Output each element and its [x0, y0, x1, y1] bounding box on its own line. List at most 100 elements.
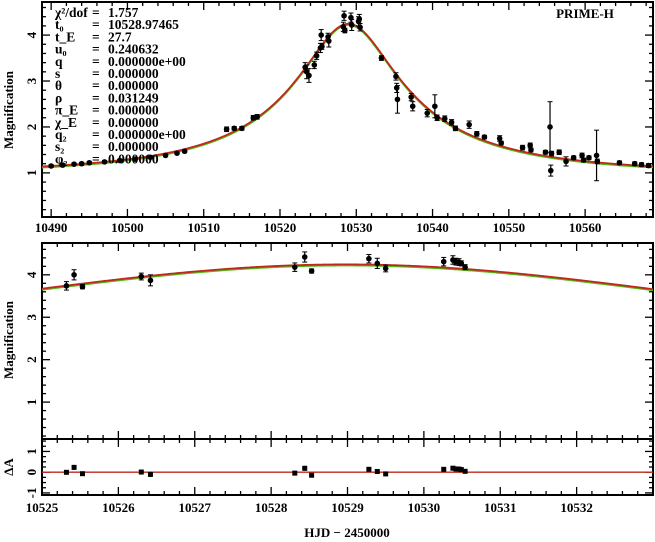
parameter-equals: =: [92, 90, 100, 105]
parameter-value: 0.000000: [108, 66, 159, 81]
x-tick-label: 10560: [569, 220, 602, 235]
parameter-label: χ²/dof: [54, 5, 88, 20]
x-tick-label: 10510: [187, 220, 220, 235]
plot-frame: [41, 1, 654, 218]
plot-area: [42, 10, 653, 182]
data-point: [138, 273, 145, 280]
parameter-label: s: [55, 66, 60, 81]
data-point: [434, 114, 440, 121]
data-point: [424, 110, 431, 116]
residual-point: [302, 465, 308, 471]
parameter-equals: =: [92, 115, 100, 130]
parameter-label: q: [55, 54, 63, 69]
data-point: [174, 150, 180, 156]
x-tick-label: 10520: [264, 220, 297, 235]
peak-panel: 1 2 3 4: [24, 242, 654, 440]
data-point: [162, 152, 169, 159]
data-point: [593, 152, 600, 159]
data-point: [408, 94, 414, 100]
parameter-equals: =: [92, 139, 100, 154]
x-tick-label: 10526: [102, 500, 135, 515]
parameter-label: θ: [55, 78, 62, 93]
data-point: [342, 27, 348, 34]
data-point: [78, 160, 85, 167]
data-point: [440, 258, 447, 265]
data-point: [356, 16, 363, 22]
data-point: [181, 148, 188, 155]
data-point: [48, 163, 54, 169]
data-point: [117, 157, 123, 164]
data-point: [580, 157, 587, 163]
x-tick-label: 10550: [493, 220, 526, 235]
x-tick-label: 10532: [560, 500, 593, 515]
data-point: [579, 152, 585, 159]
parameter-label: t_E: [55, 29, 75, 44]
data-point: [528, 147, 534, 153]
data-point: [292, 264, 298, 270]
model-curve: [42, 263, 653, 291]
data-point: [378, 55, 385, 61]
parameter-value: 0.031249: [108, 90, 159, 105]
data-point: [63, 283, 70, 289]
parameter-value: 27.7: [108, 29, 132, 44]
parameter-value: 0.000000: [108, 151, 159, 166]
data-point: [519, 144, 526, 151]
y-tick-label: 3: [24, 313, 39, 320]
parameter-label: π_E: [55, 103, 78, 118]
x-tick-label: 10528: [255, 500, 288, 515]
data-point: [132, 156, 138, 162]
data-point: [496, 135, 503, 142]
parameter-equals: =: [92, 103, 100, 118]
x-tick-label: 10529: [331, 500, 364, 515]
data-point: [441, 115, 448, 122]
data-point: [147, 277, 154, 284]
parameter-equals: =: [92, 127, 100, 142]
x-tick-label: 10525: [26, 500, 59, 515]
parameter-value: 1.757: [108, 5, 139, 20]
data-point: [638, 161, 645, 168]
parameter-value: 0.000000: [108, 139, 159, 154]
residual-point: [458, 467, 464, 473]
data-point: [374, 260, 381, 267]
data-point: [101, 159, 108, 165]
residual-point: [366, 466, 372, 472]
x-axis-label: HJD − 2450000: [304, 525, 389, 540]
parameter-equals: =: [92, 66, 100, 81]
data-point: [556, 149, 562, 156]
x-tick-label: 10531: [484, 500, 517, 515]
data-point: [366, 255, 372, 262]
data-point: [462, 264, 468, 270]
data-point: [79, 283, 86, 290]
data-point: [306, 72, 312, 79]
parameter-label: t₀: [55, 17, 64, 32]
data-point: [326, 38, 332, 44]
x-tick-label: 10527: [179, 500, 212, 515]
data-point: [452, 125, 459, 132]
residual-point: [292, 470, 298, 476]
data-point: [466, 121, 472, 128]
data-point: [586, 154, 592, 161]
data-point: [616, 159, 623, 166]
residual-point: [138, 469, 144, 475]
residual-panel: -1 0 1 10525 10526 10527 10528 10529 10530 10531 1…: [24, 438, 654, 515]
parameter-value: 0.240632: [108, 42, 159, 57]
y-tick-label: 4: [24, 271, 39, 278]
data-point: [527, 142, 533, 149]
data-point: [448, 119, 455, 126]
x-tick-label: 10530: [408, 500, 441, 515]
residual-point: [309, 472, 315, 478]
parameter-label: φ₂: [55, 151, 67, 166]
x-tick-label: 10500: [111, 220, 144, 235]
parameter-label: q₂: [55, 127, 67, 142]
parameter-value: 0.000000: [108, 115, 159, 130]
residual-point: [63, 469, 69, 475]
plot-frame: [41, 438, 654, 496]
data-point: [645, 162, 652, 169]
data-point: [631, 160, 638, 167]
parameter-value: 0.000000e+00: [108, 127, 186, 142]
data-point: [318, 32, 324, 38]
parameter-equals: =: [92, 29, 100, 44]
residual-point: [462, 468, 468, 474]
data-point: [254, 114, 260, 120]
